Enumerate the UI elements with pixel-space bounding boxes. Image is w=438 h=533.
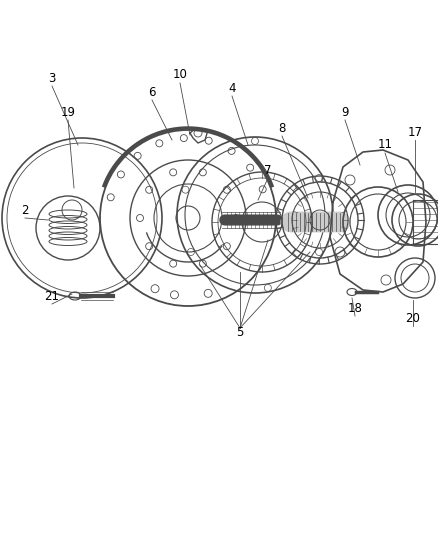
Text: 9: 9: [341, 106, 349, 118]
Text: 21: 21: [45, 289, 60, 303]
Text: 3: 3: [48, 71, 56, 85]
Text: 8: 8: [278, 122, 286, 134]
Text: 10: 10: [173, 69, 187, 82]
Text: 20: 20: [406, 311, 420, 325]
Text: 5: 5: [237, 327, 244, 340]
Text: 18: 18: [348, 302, 362, 314]
Text: 17: 17: [407, 125, 423, 139]
Text: 6: 6: [148, 85, 156, 99]
Text: 7: 7: [264, 164, 272, 176]
Text: 19: 19: [60, 106, 75, 118]
Text: 11: 11: [378, 139, 392, 151]
Text: 4: 4: [228, 82, 236, 94]
Text: 2: 2: [21, 204, 29, 216]
